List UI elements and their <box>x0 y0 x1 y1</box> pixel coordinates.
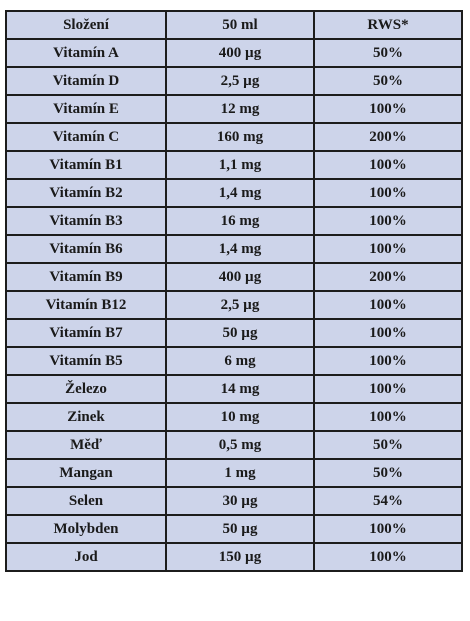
nutrient-amount: 10 mg <box>165 402 315 432</box>
nutrient-rws: 50% <box>313 66 463 96</box>
nutrient-rws: 100% <box>313 346 463 376</box>
nutrient-name: Vitamín B3 <box>5 206 167 236</box>
nutrient-name: Vitamín B7 <box>5 318 167 348</box>
table-row: Vitamín B5 6 mg 100% <box>5 346 463 376</box>
nutrient-amount: 30 µg <box>165 486 315 516</box>
nutrient-name: Vitamín C <box>5 122 167 152</box>
table-row: Železo 14 mg 100% <box>5 374 463 404</box>
table-row: Vitamín B7 50 µg 100% <box>5 318 463 348</box>
nutrient-amount: 16 mg <box>165 206 315 236</box>
nutrient-rws: 100% <box>313 514 463 544</box>
nutrient-name: Železo <box>5 374 167 404</box>
nutrient-name: Vitamín D <box>5 66 167 96</box>
table-row: Vitamín B1 1,1 mg 100% <box>5 150 463 180</box>
nutrition-table: Složení 50 ml RWS* Vitamín A 400 µg 50% Vi… <box>5 10 463 572</box>
header-composition: Složení <box>5 10 167 40</box>
nutrient-name: Vitamín B5 <box>5 346 167 376</box>
nutrient-rws: 54% <box>313 486 463 516</box>
table-row: Vitamín B2 1,4 mg 100% <box>5 178 463 208</box>
nutrient-rws: 50% <box>313 430 463 460</box>
table-body: Vitamín A 400 µg 50% Vitamín D 2,5 µg 50% Vi… <box>5 38 463 572</box>
table-row: Vitamín A 400 µg 50% <box>5 38 463 68</box>
table-row: Zinek 10 mg 100% <box>5 402 463 432</box>
nutrient-rws: 50% <box>313 38 463 68</box>
nutrient-name: Vitamín B1 <box>5 150 167 180</box>
table-row: Vitamín E 12 mg 100% <box>5 94 463 124</box>
nutrient-amount: 150 µg <box>165 542 315 572</box>
table-row: Vitamín B9 400 µg 200% <box>5 262 463 292</box>
header-amount: 50 ml <box>165 10 315 40</box>
nutrient-rws: 100% <box>313 94 463 124</box>
table-row: Mangan 1 mg 50% <box>5 458 463 488</box>
nutrient-rws: 100% <box>313 150 463 180</box>
nutrient-name: Selen <box>5 486 167 516</box>
nutrient-name: Vitamín B12 <box>5 290 167 320</box>
nutrient-amount: 400 µg <box>165 262 315 292</box>
nutrition-table-container: Složení 50 ml RWS* Vitamín A 400 µg 50% Vi… <box>5 10 463 572</box>
nutrient-name: Jod <box>5 542 167 572</box>
table-row: Vitamín B12 2,5 µg 100% <box>5 290 463 320</box>
table-row: Měď 0,5 mg 50% <box>5 430 463 460</box>
nutrient-rws: 50% <box>313 458 463 488</box>
nutrient-name: Zinek <box>5 402 167 432</box>
nutrient-name: Vitamín E <box>5 94 167 124</box>
nutrient-amount: 1,4 mg <box>165 234 315 264</box>
nutrient-amount: 2,5 µg <box>165 66 315 96</box>
nutrient-rws: 100% <box>313 206 463 236</box>
table-row: Vitamín C 160 mg 200% <box>5 122 463 152</box>
table-row: Vitamín B3 16 mg 100% <box>5 206 463 236</box>
nutrient-amount: 160 mg <box>165 122 315 152</box>
nutrient-name: Vitamín B2 <box>5 178 167 208</box>
header-rws: RWS* <box>313 10 463 40</box>
table-row: Selen 30 µg 54% <box>5 486 463 516</box>
nutrient-rws: 200% <box>313 122 463 152</box>
nutrient-rws: 200% <box>313 262 463 292</box>
nutrient-rws: 100% <box>313 178 463 208</box>
nutrient-name: Mangan <box>5 458 167 488</box>
nutrient-amount: 50 µg <box>165 318 315 348</box>
nutrient-name: Vitamín B6 <box>5 234 167 264</box>
nutrient-amount: 1 mg <box>165 458 315 488</box>
nutrient-amount: 2,5 µg <box>165 290 315 320</box>
nutrient-name: Molybden <box>5 514 167 544</box>
nutrient-rws: 100% <box>313 542 463 572</box>
nutrient-amount: 50 µg <box>165 514 315 544</box>
table-row: Vitamín B6 1,4 mg 100% <box>5 234 463 264</box>
nutrient-rws: 100% <box>313 402 463 432</box>
nutrient-name: Vitamín A <box>5 38 167 68</box>
nutrient-amount: 0,5 mg <box>165 430 315 460</box>
nutrient-rws: 100% <box>313 234 463 264</box>
table-row: Vitamín D 2,5 µg 50% <box>5 66 463 96</box>
nutrient-name: Měď <box>5 430 167 460</box>
table-header-row: Složení 50 ml RWS* <box>5 10 463 40</box>
nutrient-amount: 400 µg <box>165 38 315 68</box>
nutrient-amount: 1,1 mg <box>165 150 315 180</box>
nutrient-rws: 100% <box>313 318 463 348</box>
nutrient-rws: 100% <box>313 374 463 404</box>
nutrient-rws: 100% <box>313 290 463 320</box>
table-row: Jod 150 µg 100% <box>5 542 463 572</box>
nutrient-amount: 1,4 mg <box>165 178 315 208</box>
nutrient-amount: 6 mg <box>165 346 315 376</box>
nutrient-amount: 12 mg <box>165 94 315 124</box>
nutrient-amount: 14 mg <box>165 374 315 404</box>
table-row: Molybden 50 µg 100% <box>5 514 463 544</box>
nutrient-name: Vitamín B9 <box>5 262 167 292</box>
